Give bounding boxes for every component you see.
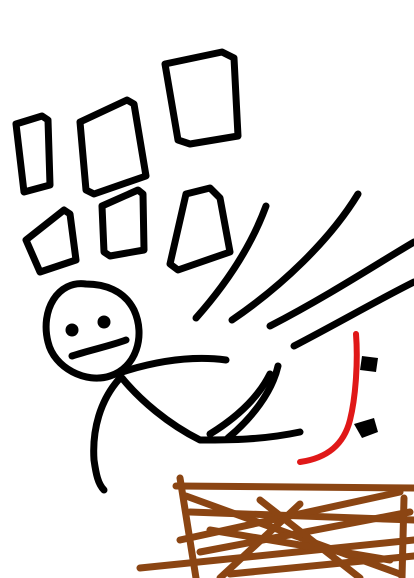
front-leg bbox=[118, 374, 304, 444]
ramp-stroke bbox=[136, 536, 414, 572]
paper-5 bbox=[98, 186, 148, 260]
wheel-bottom bbox=[354, 418, 378, 438]
stick-figure-icon bbox=[42, 280, 304, 494]
speed-line-3 bbox=[266, 238, 414, 330]
paper-4 bbox=[22, 206, 80, 276]
head bbox=[42, 280, 143, 382]
ramp-stroke bbox=[216, 500, 304, 578]
wooden-ramp-icon bbox=[136, 474, 414, 578]
paper-6 bbox=[166, 184, 234, 274]
papers-icon bbox=[12, 48, 242, 276]
arm bbox=[118, 355, 230, 376]
ramp-stroke bbox=[398, 494, 408, 578]
right-eye bbox=[97, 315, 111, 329]
ramp-stroke bbox=[172, 482, 414, 492]
paper-3 bbox=[12, 112, 54, 196]
body-back-leg bbox=[90, 374, 124, 494]
speed-lines-icon bbox=[192, 190, 414, 442]
ramp-stroke bbox=[226, 552, 414, 578]
ramp-stroke bbox=[206, 526, 394, 564]
skateboard-icon bbox=[297, 331, 378, 465]
paper-2 bbox=[76, 96, 150, 198]
skateboard-deck bbox=[297, 331, 360, 465]
bent-leg bbox=[206, 370, 274, 438]
mouth bbox=[68, 336, 130, 360]
wheel-top bbox=[360, 356, 378, 372]
left-eye bbox=[65, 323, 79, 337]
speed-line-1 bbox=[192, 202, 270, 322]
paper-1 bbox=[161, 48, 242, 148]
speed-line-2 bbox=[228, 190, 362, 324]
speed-line-5 bbox=[224, 362, 282, 442]
speed-line-4 bbox=[290, 278, 414, 350]
